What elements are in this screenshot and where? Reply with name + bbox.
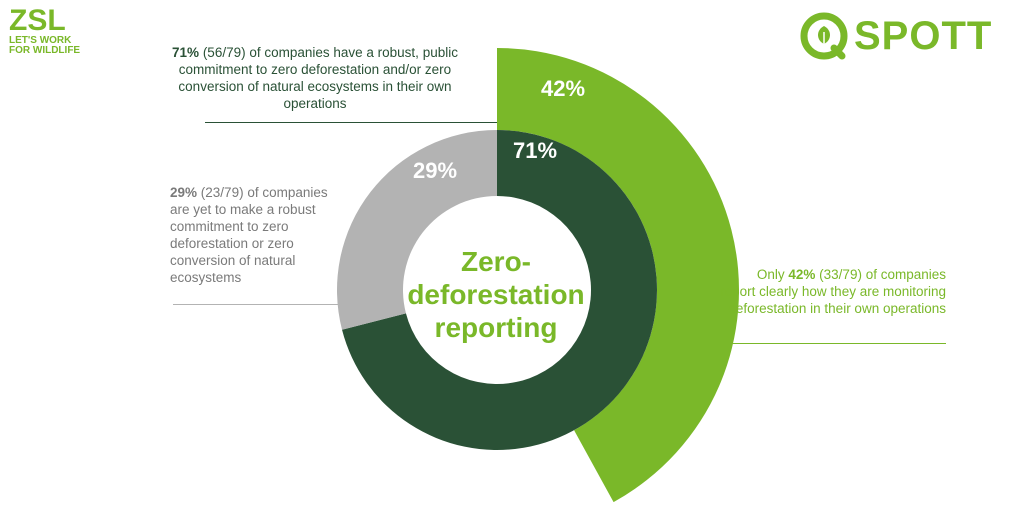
annotation-29-pct: 29%: [170, 185, 198, 200]
spott-logo: SPOTT: [800, 12, 992, 60]
annotation-71-pct: 71%: [172, 45, 200, 60]
annotation-71: 71% (56/79) of companies have a robust, …: [150, 44, 480, 112]
inner-ring-slice-71: [342, 130, 658, 451]
annotation-42: Only 42% (33/79) of companies report cle…: [720, 266, 946, 317]
annotation-29-text: (23/79) of companies are yet to make a r…: [170, 185, 328, 285]
annotation-29-leader-line: [173, 304, 345, 305]
outer-ring-slice-42: [497, 48, 739, 503]
annotation-71-leader-line: [205, 122, 497, 123]
annotation-71-text: (56/79) of companies have a robust, publ…: [178, 45, 458, 111]
zsl-logo-name: ZSL: [9, 4, 66, 37]
chart-title: Zero- deforestation reporting: [380, 245, 612, 344]
annotation-42-pct: 42%: [788, 267, 816, 282]
chart-title-line-1: Zero-: [461, 246, 531, 277]
inner-ring-label-71: 71%: [513, 138, 557, 163]
leaf-in-circle-icon: [800, 12, 848, 60]
outer-ring-label-42: 42%: [541, 76, 585, 101]
annotation-42-prefix: Only: [756, 267, 785, 282]
annotation-42-text: (33/79) of companies report clearly how …: [720, 267, 946, 316]
chart-title-line-2: deforestation: [407, 279, 585, 310]
chart-title-line-3: reporting: [434, 312, 558, 343]
zsl-logo: ZSL LET'S WORK FOR WILDLIFE: [9, 6, 80, 56]
inner-ring-label-29: 29%: [413, 158, 457, 183]
annotation-29: 29% (23/79) of companies are yet to make…: [170, 184, 340, 286]
zsl-logo-tagline-2: FOR WILDLIFE: [9, 45, 81, 56]
spott-logo-name: SPOTT: [854, 14, 993, 58]
inner-ring-slice-29: [337, 130, 497, 330]
zsl-logo-tagline-1: LET'S WORK: [9, 35, 72, 46]
annotation-42-leader-line: [722, 343, 946, 344]
